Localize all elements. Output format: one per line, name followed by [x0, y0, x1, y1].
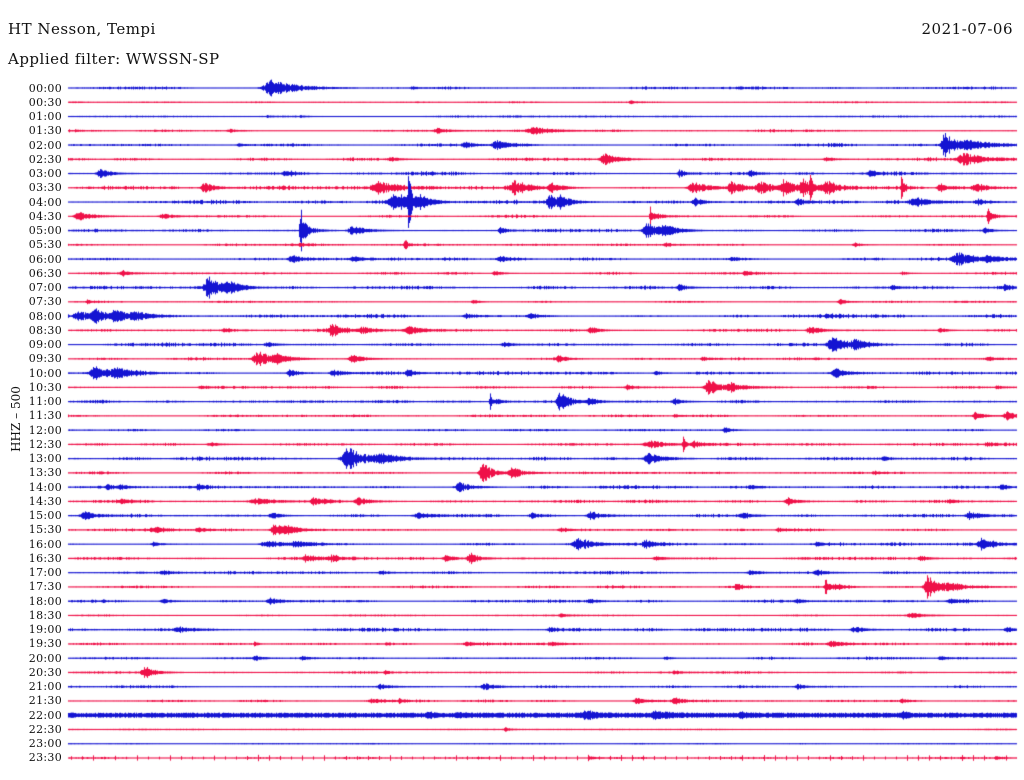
time-label-03:30: 03:30 [28, 181, 62, 195]
time-label-10:00: 10:00 [28, 366, 62, 380]
time-label-11:00: 11:00 [28, 395, 62, 409]
time-label-02:00: 02:00 [28, 138, 62, 152]
time-label-05:00: 05:00 [28, 224, 62, 238]
time-label-20:00: 20:00 [28, 651, 62, 665]
time-label-11:30: 11:30 [28, 409, 62, 423]
time-label-10:30: 10:30 [28, 380, 62, 394]
time-label-08:30: 08:30 [28, 323, 62, 337]
time-label-22:30: 22:30 [28, 722, 62, 736]
time-label-16:00: 16:00 [28, 537, 62, 551]
time-label-13:00: 13:00 [28, 452, 62, 466]
time-label-17:00: 17:00 [28, 566, 62, 580]
time-label-08:00: 08:00 [28, 309, 62, 323]
time-label-05:30: 05:30 [28, 238, 62, 252]
time-label-13:30: 13:30 [28, 466, 62, 480]
time-label-01:30: 01:30 [28, 124, 62, 138]
time-label-04:00: 04:00 [28, 195, 62, 209]
time-label-16:30: 16:30 [28, 551, 62, 565]
time-label-15:30: 15:30 [28, 523, 62, 537]
time-label-21:30: 21:30 [28, 694, 62, 708]
time-label-18:00: 18:00 [28, 594, 62, 608]
time-label-20:30: 20:30 [28, 665, 62, 679]
time-label-06:00: 06:00 [28, 252, 62, 266]
time-label-17:30: 17:30 [28, 580, 62, 594]
time-label-00:00: 00:00 [28, 81, 62, 95]
time-label-01:00: 01:00 [28, 110, 62, 123]
time-label-23:00: 23:00 [28, 737, 62, 751]
time-label-19:30: 19:30 [28, 637, 62, 651]
time-label-21:00: 21:00 [28, 680, 62, 694]
time-label-23:30: 23:30 [28, 751, 62, 765]
time-label-07:00: 07:00 [28, 281, 62, 295]
time-label-14:00: 14:00 [28, 480, 62, 494]
time-label-14:30: 14:30 [28, 494, 62, 508]
time-label-09:00: 09:00 [28, 338, 62, 352]
time-label-04:30: 04:30 [28, 209, 62, 223]
time-label-07:30: 07:30 [28, 295, 62, 309]
time-label-22:00: 22:00 [28, 708, 62, 722]
time-label-03:00: 03:00 [28, 167, 62, 181]
time-label-09:30: 09:30 [28, 352, 62, 366]
time-label-12:00: 12:00 [28, 423, 62, 437]
time-label-00:30: 00:30 [28, 95, 62, 109]
time-label-06:30: 06:30 [28, 266, 62, 280]
time-label-12:30: 12:30 [28, 437, 62, 451]
time-label-18:30: 18:30 [28, 608, 62, 622]
time-label-02:30: 02:30 [28, 152, 62, 166]
time-label-15:00: 15:00 [28, 509, 62, 523]
time-label-19:00: 19:00 [28, 623, 62, 637]
